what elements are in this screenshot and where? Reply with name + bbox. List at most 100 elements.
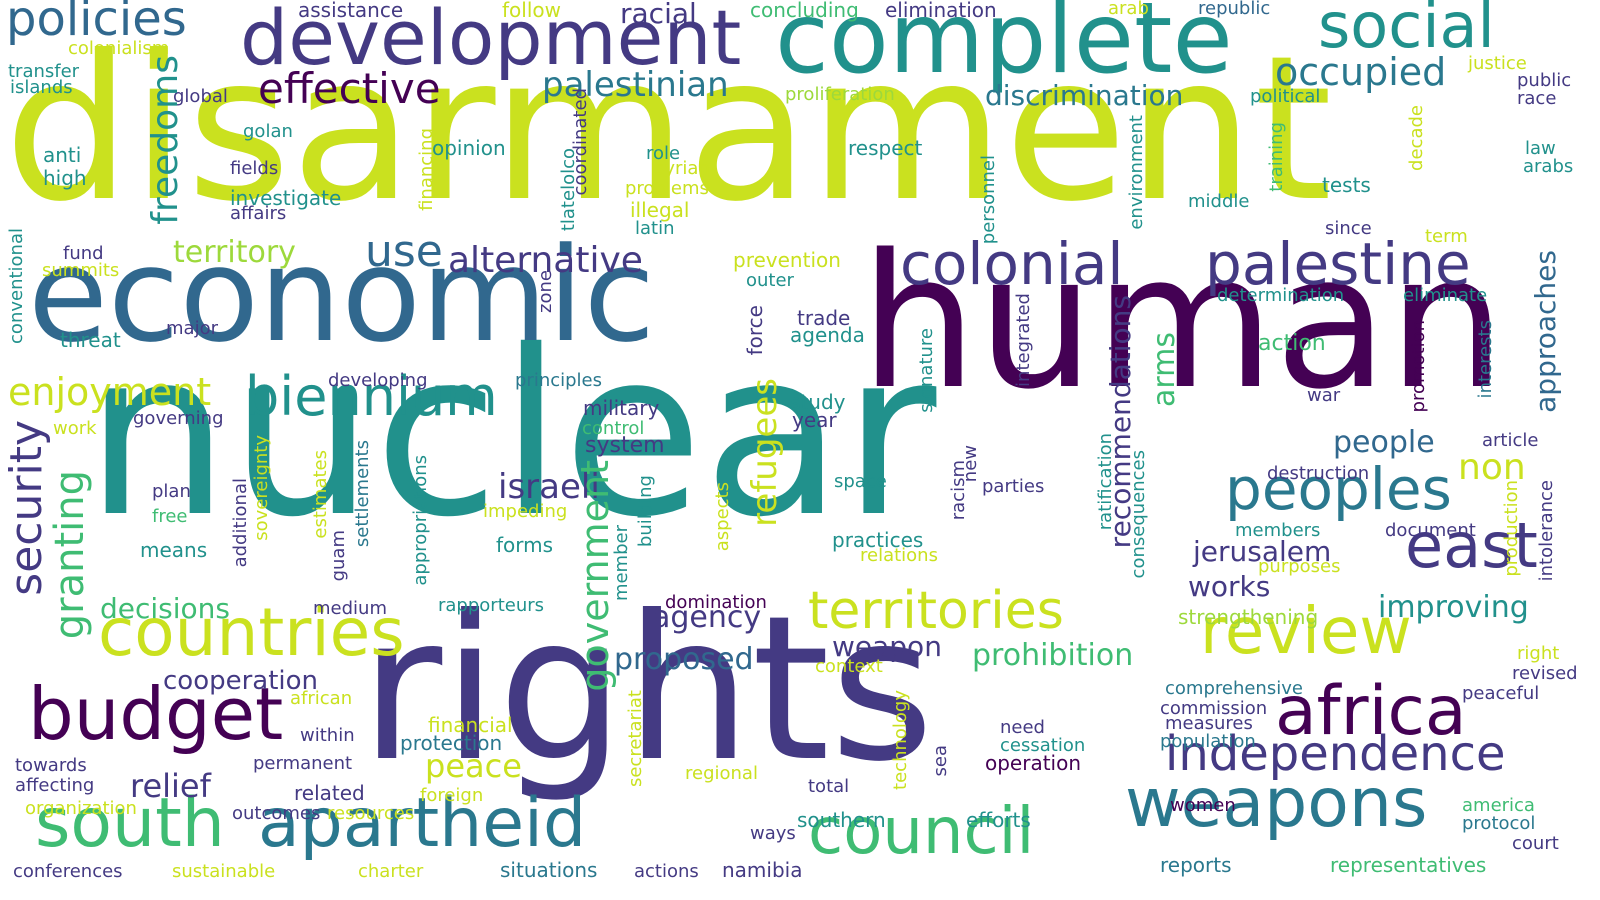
word-peoples: peoples xyxy=(1225,455,1452,523)
word-elimination: elimination xyxy=(885,0,997,22)
word-prohibition: prohibition xyxy=(972,638,1134,673)
word-impeding: impeding xyxy=(483,501,568,522)
word-financing: financing xyxy=(416,128,437,211)
word-freedoms: freedoms xyxy=(145,55,186,225)
word-reports: reports xyxy=(1160,853,1232,877)
word-situations: situations xyxy=(500,858,598,882)
word-south: south xyxy=(35,784,225,863)
word-efforts: efforts xyxy=(966,808,1031,832)
word-review: review xyxy=(1200,595,1412,669)
word-illegal: illegal xyxy=(630,198,690,222)
word-regional: regional xyxy=(685,763,758,784)
word-territories: territories xyxy=(808,581,1064,641)
word-territory: territory xyxy=(173,235,296,270)
word-medium: medium xyxy=(313,598,387,619)
word-occupied: occupied xyxy=(1275,50,1447,94)
word-public: public xyxy=(1517,70,1572,91)
word-non: non xyxy=(1458,447,1526,488)
word-enjoyment: enjoyment xyxy=(8,370,212,414)
word-arms: arms xyxy=(1147,332,1182,408)
word-representatives: representatives xyxy=(1330,853,1487,877)
word-alternative: alternative xyxy=(448,240,643,281)
word-force: force xyxy=(743,305,767,356)
word-space: space xyxy=(834,471,887,492)
word-outcomes: outcomes xyxy=(232,803,321,824)
word-agenda: agenda xyxy=(790,323,865,347)
word-republic: republic xyxy=(1198,0,1271,19)
word-trade: trade xyxy=(797,306,851,330)
word-strengthening: strengthening xyxy=(1178,605,1319,629)
word-budget: budget xyxy=(28,672,284,756)
word-protection: protection xyxy=(400,731,503,755)
word-human: human xyxy=(860,214,1506,430)
word-outer: outer xyxy=(746,270,794,291)
word-apartheid: apartheid xyxy=(258,784,587,863)
word-racial: racial xyxy=(620,0,697,30)
word-southern: southern xyxy=(797,808,886,832)
word-law: law xyxy=(1525,138,1556,159)
word-governing: governing xyxy=(133,408,224,429)
word-new: new xyxy=(960,445,981,483)
word-relations: relations xyxy=(860,545,938,566)
word-year: year xyxy=(792,408,837,432)
word-operation: operation xyxy=(985,751,1082,775)
word-court: court xyxy=(1512,833,1559,854)
word-affecting: affecting xyxy=(15,775,95,796)
word-agency: agency xyxy=(652,600,762,635)
word-peace: peace xyxy=(425,747,522,785)
word-nuclear: nuclear xyxy=(85,301,937,567)
word-sustainable: sustainable xyxy=(172,861,276,882)
word-affairs: affairs xyxy=(230,203,287,224)
word-population: population xyxy=(1160,731,1256,752)
word-control: control xyxy=(582,418,645,439)
word-independence: independence xyxy=(1165,726,1506,782)
word-right: right xyxy=(1517,643,1560,664)
word-conventional: conventional xyxy=(6,228,27,344)
word-interests: interests xyxy=(1475,320,1496,399)
word-palestine: palestine xyxy=(1205,230,1471,298)
word-opinion: opinion xyxy=(432,136,506,160)
word-policies: policies xyxy=(6,0,187,47)
word-rights: rights xyxy=(360,573,935,806)
word-need: need xyxy=(1000,717,1045,738)
word-biennium: biennium xyxy=(245,365,498,428)
word-golan: golan xyxy=(243,121,293,142)
word-people: people xyxy=(1333,425,1435,460)
word-israeli: israeli xyxy=(498,467,600,507)
word-cessation: cessation xyxy=(1000,735,1086,756)
word-domination: domination xyxy=(665,592,767,613)
word-military: military xyxy=(583,396,660,420)
word-members: members xyxy=(1235,520,1321,541)
word-organization: organization xyxy=(25,798,137,819)
word-integrated: integrated xyxy=(1013,293,1034,387)
word-settlements: settlements xyxy=(352,440,373,548)
word-respect: respect xyxy=(848,136,923,160)
word-additional: additional xyxy=(230,478,251,568)
word-latin: latin xyxy=(635,218,675,239)
word-relief: relief xyxy=(130,767,211,805)
word-effective: effective xyxy=(258,64,441,113)
word-charter: charter xyxy=(358,861,424,882)
word-principles: principles xyxy=(515,370,603,391)
word-since: since xyxy=(1325,218,1372,239)
word-refugees: refugees xyxy=(745,378,785,527)
word-security: security xyxy=(1,420,52,596)
word-war: war xyxy=(1307,385,1341,406)
word-towards: towards xyxy=(15,755,87,776)
word-document: document xyxy=(1385,520,1476,541)
word-free: free xyxy=(152,506,188,527)
word-building: building xyxy=(635,475,656,548)
word-major: major xyxy=(166,318,218,339)
word-threat: threat xyxy=(60,328,121,352)
word-development: development xyxy=(240,0,742,82)
word-intolerance: intolerance xyxy=(1536,480,1557,582)
word-means: means xyxy=(140,538,208,562)
word-related: related xyxy=(294,781,365,805)
word-aspects: aspects xyxy=(712,482,733,552)
word-ways: ways xyxy=(750,823,796,844)
word-proposed: proposed xyxy=(614,642,754,677)
word-fund: fund xyxy=(63,243,104,264)
word-plan: plan xyxy=(152,481,191,502)
word-comprehensive: comprehensive xyxy=(1165,678,1303,699)
